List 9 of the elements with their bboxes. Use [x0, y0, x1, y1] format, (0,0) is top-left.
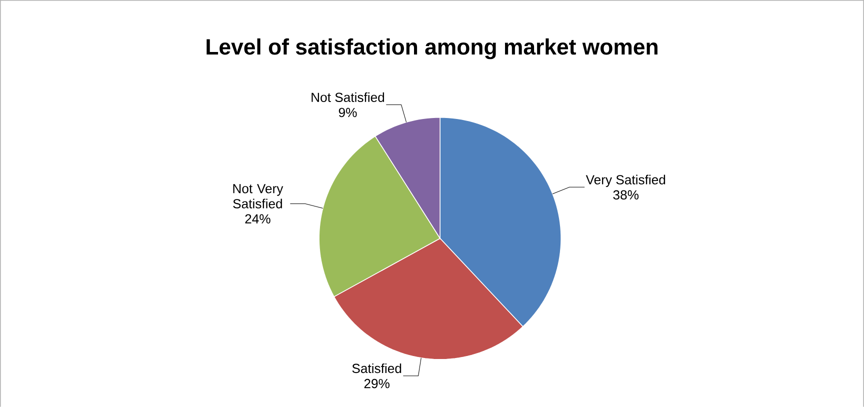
- slice-label: Very Satisfied: [586, 174, 666, 187]
- slice-label: Not Very Satisfied: [233, 184, 284, 208]
- slice-label: Satisfied: [352, 363, 402, 373]
- data-label: 24%: [245, 214, 270, 224]
- data-label: 29%: [364, 378, 390, 388]
- slice-label: Not Satisfied: [312, 92, 384, 102]
- chart-title: Level of satisfaction among market women: [206, 38, 658, 60]
- data-label: 9%: [338, 108, 357, 118]
- data-label: 38%: [613, 190, 639, 200]
